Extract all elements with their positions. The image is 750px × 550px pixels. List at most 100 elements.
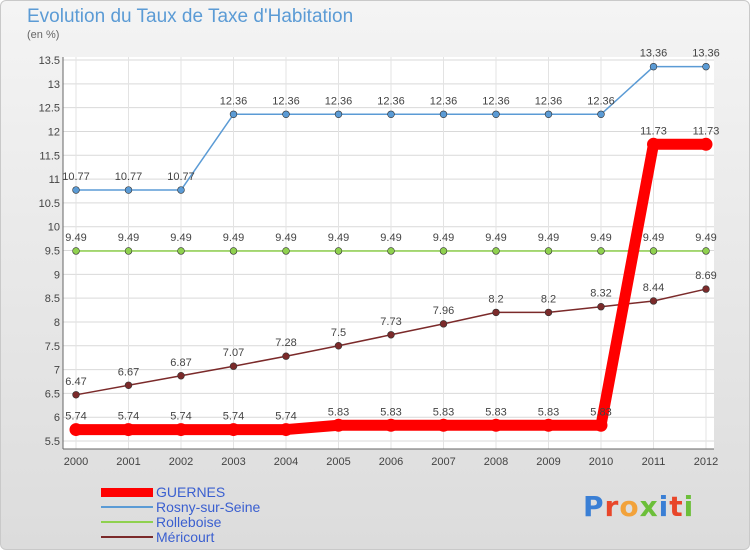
data-point [177,247,185,255]
data-point [594,418,608,432]
x-tick-label: 2001 [116,456,140,468]
data-label: 12.36 [482,95,510,107]
data-point [279,423,293,437]
y-tick-label: 11 [49,174,60,186]
data-label: 5.83 [433,406,454,418]
data-point [542,418,555,432]
data-point [229,110,238,118]
data-point [492,247,500,255]
y-tick-label: 9.5 [45,246,60,258]
data-label: 9.49 [538,232,559,244]
x-tick-label: 2011 [642,456,666,468]
x-tick-label: 2004 [274,456,298,468]
data-label: 6.47 [65,376,86,388]
logo-letter: o [619,490,640,523]
x-tick-label: 2012 [694,456,718,468]
logo-letter: x [639,490,659,523]
data-point [282,352,290,360]
data-point [597,110,605,118]
data-label: 5.74 [275,411,296,423]
data-label: 7.07 [223,347,244,359]
data-point [72,247,80,255]
data-point [227,423,240,437]
data-point [229,247,238,255]
data-point [544,308,553,317]
data-point [387,110,395,118]
data-point [122,423,135,437]
data-label: 6.67 [118,366,139,378]
data-point [492,110,500,118]
data-label: 12.36 [587,95,615,107]
data-label: 9.49 [223,232,244,244]
data-point [69,423,83,437]
y-tick-label: 6.5 [45,388,60,400]
data-label: 9.49 [380,232,401,244]
data-point [489,418,503,432]
data-label: 11.73 [640,125,667,137]
legend-label: Rolleboise [156,514,222,530]
y-tick-label: 12 [48,126,60,138]
data-label: 12.36 [535,95,563,107]
y-axis-unit: (en %) [27,29,60,41]
data-point [387,247,395,255]
data-label: 9.49 [643,232,664,244]
y-tick-label: 5.5 [45,436,60,448]
data-point [229,362,238,370]
data-label: 9.49 [328,232,349,244]
data-label: 5.83 [380,406,401,418]
data-label: 13.36 [692,48,720,60]
data-point [437,418,450,432]
data-point [439,247,448,255]
data-label: 8.32 [590,288,611,300]
data-label: 12.36 [325,95,353,107]
logo-letter: P [583,490,605,523]
data-label: 7.73 [380,316,401,328]
data-label: 12.36 [377,95,405,107]
data-label: 9.49 [695,232,716,244]
data-label: 9.49 [118,232,139,244]
data-label: 8.69 [695,270,716,282]
data-point [702,62,710,71]
y-tick-label: 8 [54,317,60,329]
legend-label: Rosny-sur-Seine [156,499,261,515]
data-point [702,285,710,293]
data-point [177,186,185,194]
data-label: 9.49 [433,232,454,244]
y-tick-label: 7 [54,365,60,377]
y-tick-label: 6 [54,412,60,424]
y-tick-label: 8.5 [45,293,60,305]
proxiti-logo: Proxiti [583,490,694,523]
data-point [334,110,343,118]
data-point [124,381,133,389]
data-point [544,247,553,255]
data-label: 5.74 [65,411,86,423]
data-label: 9.49 [170,232,191,244]
data-point [282,247,290,255]
data-point [387,331,395,339]
y-tick-label: 10.5 [39,198,60,210]
data-point [332,418,345,432]
data-label: 5.83 [328,406,349,418]
data-point [649,62,658,71]
data-point [124,186,133,194]
data-point [384,418,398,432]
logo-letter: r [604,490,620,523]
x-tick-label: 2010 [589,456,613,468]
data-label: 9.49 [590,232,611,244]
legend-swatch [101,536,153,538]
y-tick-label: 13 [48,79,60,91]
data-label: 9.49 [485,232,506,244]
y-tick-label: 10 [48,222,60,234]
data-point [174,423,188,437]
logo-letter: t [669,490,684,523]
data-label: 5.83 [590,406,611,418]
data-label: 7.5 [331,327,346,339]
legend-label: GUERNES [156,484,226,500]
data-point [492,308,500,317]
x-tick-label: 2007 [431,456,455,468]
data-point [439,110,448,118]
data-label: 11.73 [693,125,720,137]
y-tick-label: 13.5 [39,55,60,67]
data-point [439,320,448,328]
data-point [647,137,660,151]
